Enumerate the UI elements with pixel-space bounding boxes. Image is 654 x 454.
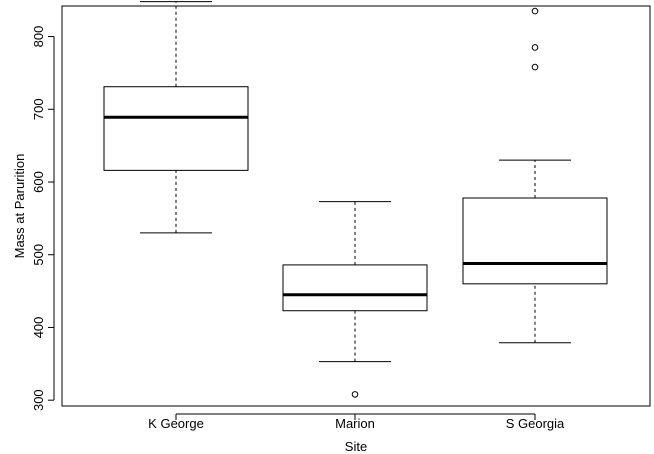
outlier-point [351,391,359,398]
outlier-point [531,44,539,51]
x-axis-label: Site [345,439,367,454]
box-group [103,1,249,234]
x-tick-label: Marion [335,416,375,431]
y-tick-label: 800 [31,26,46,48]
y-tick-label: 500 [31,244,46,266]
box [462,197,608,285]
outlier-point [531,63,539,71]
y-tick-label: 300 [31,389,46,411]
x-tick-label: S Georgia [506,416,565,431]
x-axis: K George Marion S Georgia [148,413,565,431]
box [282,264,428,312]
x-tick-label: K George [148,416,204,431]
y-axis-label: Mass at Parurition [12,154,27,259]
plot-frame [61,5,651,407]
y-tick-label: 600 [31,171,46,193]
box-series [103,1,608,398]
y-axis: 300 400 500 600 700 800 [31,26,55,411]
outlier-point [531,7,539,15]
box-group [282,201,428,398]
box-group [462,7,608,344]
y-tick-label: 700 [31,98,46,120]
box [103,86,249,171]
y-tick-label: 400 [31,317,46,339]
